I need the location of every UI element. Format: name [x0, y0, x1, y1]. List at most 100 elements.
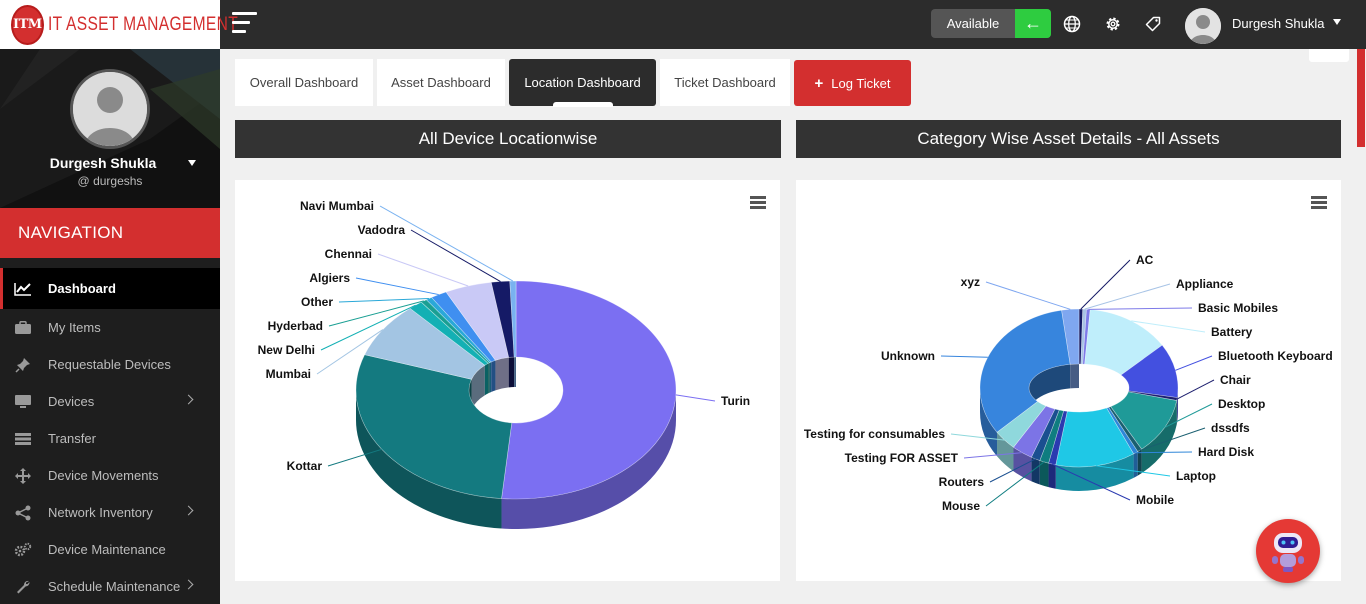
slice-xyz: [1061, 308, 1080, 365]
scrollbar-thumb[interactable]: [1357, 49, 1365, 147]
robot-icon: [1257, 520, 1319, 582]
data-label-algiers: Algiers: [309, 271, 350, 285]
sidebar-item-label: My Items: [48, 320, 101, 335]
tag-icon[interactable]: [1143, 14, 1163, 34]
data-label-navi-mumbai: Navi Mumbai: [300, 199, 374, 213]
sidebar-item-transfer[interactable]: Transfer: [0, 420, 220, 457]
label-connector: [963, 452, 1023, 459]
navigation-header: NAVIGATION: [0, 208, 220, 258]
tab-location-dashboard[interactable]: Location Dashboard: [509, 59, 656, 107]
profile-name[interactable]: Durgesh Shukla: [49, 155, 157, 171]
sidebar-item-requestable-devices[interactable]: Requestable Devices: [0, 346, 220, 383]
status-arrow-icon[interactable]: ←: [1015, 9, 1051, 38]
data-label-mobile: Mobile: [1136, 493, 1174, 507]
sidebar-item-label: Dashboard: [48, 281, 116, 296]
label-connector: [675, 394, 716, 402]
slice-unknown: [979, 309, 1071, 433]
chatbot-button[interactable]: [1256, 519, 1320, 583]
data-label-desktop: Desktop: [1218, 397, 1265, 411]
caret-down-icon[interactable]: [188, 160, 196, 166]
label-connector: [320, 304, 416, 351]
slice-inner-wall: [1029, 364, 1071, 412]
tab-asset-dashboard[interactable]: Asset Dashboard: [377, 59, 505, 106]
chart-line-icon: [13, 281, 33, 297]
slice-outer-wall: [1055, 453, 1134, 492]
data-label-routers: Routers: [939, 475, 985, 489]
slice-inner-wall: [508, 357, 515, 388]
sidebar-item-devices[interactable]: Devices: [0, 383, 220, 420]
sidebar-item-label: Device Maintenance: [48, 542, 166, 557]
slice-inner-wall: [1070, 364, 1079, 389]
tab-overall-dashboard[interactable]: Overall Dashboard: [235, 59, 373, 106]
logo-text: IT ASSET MANAGEMENT: [47, 13, 238, 35]
slice-outer-wall: [1141, 400, 1177, 474]
profile-avatar[interactable]: [70, 69, 150, 149]
slice-turin: [501, 280, 677, 500]
sidebar-item-dashboard[interactable]: Dashboard: [0, 268, 220, 309]
logo[interactable]: ITM IT ASSET MANAGEMENT: [0, 0, 237, 49]
caret-down-icon[interactable]: [1333, 19, 1341, 25]
label-connector: [410, 229, 501, 282]
slice-outer-wall: [356, 390, 502, 529]
globe-icon[interactable]: [1062, 14, 1082, 34]
panel-title-category: Category Wise Asset Details - All Assets: [796, 120, 1341, 158]
top-bar: ITM IT ASSET MANAGEMENT Available ← Durg…: [0, 0, 1366, 49]
label-connector: [1175, 355, 1213, 371]
data-label-chair: Chair: [1220, 373, 1251, 387]
briefcase-icon: [13, 320, 33, 336]
tab-ticket-dashboard[interactable]: Ticket Dashboard: [660, 59, 790, 106]
sidebar-item-label: Devices: [48, 394, 95, 409]
user-name[interactable]: Durgesh Shukla: [1232, 16, 1325, 31]
monitor-icon: [13, 394, 33, 410]
location-chart-panel: Turin Kottar Mumbai New Delhi Hyderbad Other A…: [235, 180, 780, 581]
label-connector: [1088, 307, 1193, 310]
profile-card: Durgesh Shukla @ durgeshs: [0, 49, 220, 208]
data-label-mumbai: Mumbai: [266, 367, 311, 381]
gear-icon[interactable]: [1103, 14, 1123, 34]
sidebar-item-network-inventory[interactable]: Network Inventory: [0, 494, 220, 531]
sidebar-item-device-movements[interactable]: Device Movements: [0, 457, 220, 494]
label-connector: [985, 281, 1071, 310]
chart-menu-icon[interactable]: [1311, 196, 1327, 209]
slice-inner-wall: [484, 363, 489, 396]
label-connector: [1096, 465, 1171, 477]
menu-icon[interactable]: [232, 12, 257, 36]
chevron-right-icon: [183, 394, 194, 405]
log-ticket-button[interactable]: + Log Ticket: [794, 60, 911, 106]
page-options-tab[interactable]: [1309, 49, 1349, 62]
sidebar-item-schedule-maintenance[interactable]: Schedule Maintenance: [0, 568, 220, 604]
slice-navi-mumbai: [509, 280, 517, 358]
sidebar-item-label: Transfer: [48, 431, 96, 446]
label-connector: [985, 461, 1045, 507]
data-label-turin: Turin: [721, 394, 750, 408]
share-icon: [13, 505, 33, 521]
data-label-testing-for-asset: Testing FOR ASSET: [845, 451, 959, 465]
label-connector: [379, 205, 514, 282]
slice-inner-wall: [489, 361, 492, 393]
slice-inner-wall: [495, 357, 509, 391]
avatar[interactable]: [1185, 8, 1221, 44]
data-label-vadodra: Vadodra: [358, 223, 406, 237]
category-donut-chart: AC Appliance Basic Mobiles Battery Bluetooth…: [804, 253, 1333, 513]
chevron-right-icon: [183, 505, 194, 516]
availability-toggle[interactable]: Available ←: [931, 9, 1051, 38]
chart-menu-icon[interactable]: [750, 196, 766, 209]
slice-outer-wall: [1013, 447, 1032, 482]
slice-outer-wall: [1048, 463, 1056, 489]
data-label-xyz: xyz: [961, 275, 980, 289]
label-connector: [327, 448, 382, 467]
sidebar-item-label: Device Movements: [48, 468, 159, 483]
sidebar-item-device-maintenance[interactable]: Device Maintenance: [0, 531, 220, 568]
sidebar-item-my-items[interactable]: My Items: [0, 309, 220, 346]
chevron-right-icon: [183, 579, 194, 590]
move-icon: [13, 467, 33, 484]
label-connector: [989, 458, 1036, 483]
label-connector: [328, 300, 424, 327]
data-label-hyderbad: Hyderbad: [268, 319, 323, 333]
category-chart-panel: AC Appliance Basic Mobiles Battery Bluetooth…: [796, 180, 1341, 581]
logo-badge: ITM: [11, 4, 44, 45]
slice-kottar: [355, 354, 513, 499]
scrollbar[interactable]: [1356, 49, 1366, 604]
slice-outer-wall: [1176, 397, 1178, 425]
profile-handle: @ durgeshs: [77, 174, 143, 188]
